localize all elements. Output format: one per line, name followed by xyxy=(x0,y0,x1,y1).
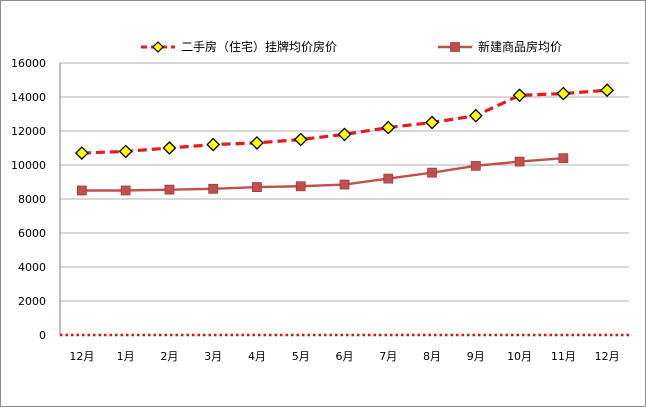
x-tick-label: 12月 xyxy=(595,350,620,363)
data-point xyxy=(293,132,308,147)
x-tick-label: 1月 xyxy=(117,350,135,363)
data-point xyxy=(381,120,396,135)
x-axis-ticks: 12月 1月 2月 3月 4月 5月 6月 7月 8月 9月 10月 11月 12月 xyxy=(69,350,619,363)
y-tick-label: 12000 xyxy=(11,125,46,138)
series-0 xyxy=(74,83,615,161)
data-point xyxy=(164,184,175,195)
data-point xyxy=(295,181,306,192)
data-point xyxy=(339,179,350,190)
x-tick-label: 9月 xyxy=(467,350,485,363)
axes xyxy=(59,63,629,337)
data-point xyxy=(162,141,177,155)
data-point xyxy=(250,135,264,150)
x-tick-label: 4月 xyxy=(248,350,266,363)
legend-item-0: 二手房（住宅）挂牌均价房价 xyxy=(141,39,337,54)
data-point xyxy=(600,83,615,98)
data-point xyxy=(383,173,394,184)
data-point xyxy=(206,137,221,152)
data-point xyxy=(512,88,527,103)
x-tick-label: 10月 xyxy=(507,350,532,363)
data-point xyxy=(556,86,571,101)
x-tick-label: 6月 xyxy=(336,350,354,363)
y-tick-label: 10000 xyxy=(11,159,46,172)
x-tick-label: 3月 xyxy=(204,350,222,363)
x-tick-label: 5月 xyxy=(292,350,310,363)
y-tick-label: 4000 xyxy=(18,261,46,274)
y-tick-label: 2000 xyxy=(18,295,46,308)
series-1 xyxy=(76,153,569,196)
legend-marker xyxy=(450,42,460,52)
series-line-1 xyxy=(81,157,564,192)
data-point xyxy=(468,108,483,123)
y-tick-label: 8000 xyxy=(18,193,46,206)
data-point xyxy=(337,127,352,142)
x-tick-label: 12月 xyxy=(69,350,94,363)
legend-marker xyxy=(152,41,164,53)
legend: 二手房（住宅）挂牌均价房价 新建商品房均价 xyxy=(141,39,562,54)
data-point xyxy=(208,183,219,194)
data-point xyxy=(120,185,131,196)
x-tick-label: 2月 xyxy=(160,350,178,363)
data-point xyxy=(514,156,525,167)
data-point xyxy=(74,146,89,161)
data-point xyxy=(470,160,481,171)
y-tick-label: 14000 xyxy=(11,91,46,104)
x-tick-label: 11月 xyxy=(551,350,576,363)
data-point xyxy=(425,115,439,130)
y-tick-label: 0 xyxy=(39,329,46,342)
data-point xyxy=(427,167,437,178)
y-tick-label: 16000 xyxy=(11,57,46,70)
data-point xyxy=(76,185,87,196)
legend-label: 二手房（住宅）挂牌均价房价 xyxy=(181,39,337,54)
y-tick-label: 6000 xyxy=(18,227,46,240)
y-axis-ticks: 0 2000 4000 6000 8000 10000 12000 14000 16000 xyxy=(11,57,46,342)
series-layer xyxy=(74,83,615,196)
series-line-0 xyxy=(81,88,608,155)
x-tick-label: 7月 xyxy=(379,350,397,363)
data-point xyxy=(558,153,569,164)
data-point xyxy=(252,182,262,193)
legend-item-1: 新建商品房均价 xyxy=(438,39,562,54)
data-point xyxy=(118,144,133,159)
legend-label: 新建商品房均价 xyxy=(478,39,562,54)
x-tick-label: 8月 xyxy=(423,350,441,363)
